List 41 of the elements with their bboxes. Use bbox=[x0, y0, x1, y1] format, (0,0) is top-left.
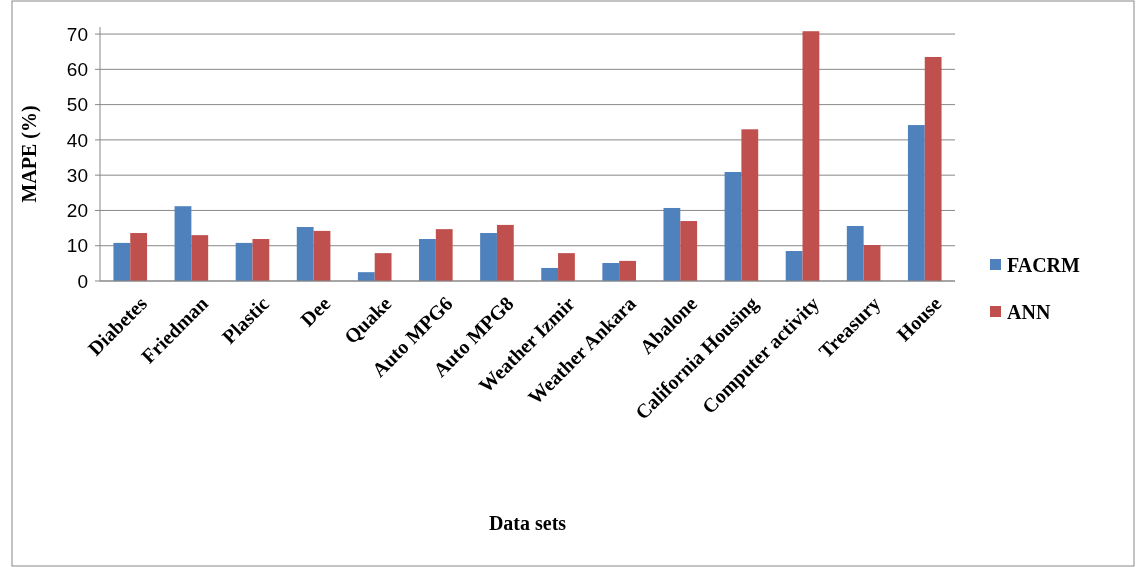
bar bbox=[435, 229, 453, 281]
bar bbox=[174, 206, 192, 281]
legend-label: ANN bbox=[1007, 301, 1051, 323]
bar bbox=[663, 207, 681, 281]
y-tick-label: 0 bbox=[77, 270, 88, 292]
y-tick-label: 20 bbox=[66, 200, 88, 222]
bar bbox=[863, 245, 881, 281]
bar bbox=[558, 253, 575, 281]
x-tick-label: Dee bbox=[296, 292, 335, 331]
bar bbox=[846, 225, 864, 281]
bar bbox=[496, 224, 514, 281]
y-tick-label: 60 bbox=[66, 58, 88, 80]
bar bbox=[357, 272, 375, 281]
y-tick-label: 30 bbox=[66, 164, 88, 186]
bar bbox=[741, 129, 759, 281]
legend-label: FACRM bbox=[1007, 254, 1081, 276]
y-axis-title: MAPE (%) bbox=[18, 105, 41, 203]
bar bbox=[419, 239, 436, 281]
bar bbox=[235, 242, 253, 281]
y-tick-label: 10 bbox=[66, 235, 88, 257]
bar bbox=[907, 125, 925, 281]
bar bbox=[619, 260, 636, 281]
bar bbox=[680, 221, 698, 281]
bar bbox=[296, 227, 314, 281]
bar bbox=[313, 230, 331, 281]
y-tick-label: 70 bbox=[66, 23, 88, 45]
y-tick-label: 50 bbox=[66, 94, 88, 116]
bar bbox=[724, 171, 742, 281]
bar bbox=[802, 31, 820, 281]
bar bbox=[602, 263, 620, 281]
bar bbox=[924, 56, 942, 281]
x-axis-title: Data sets bbox=[488, 512, 567, 534]
bar bbox=[130, 233, 148, 281]
bar bbox=[252, 239, 270, 281]
bar bbox=[374, 253, 392, 281]
bar bbox=[541, 267, 559, 281]
bar bbox=[113, 242, 131, 281]
bar bbox=[480, 233, 497, 281]
bar bbox=[785, 251, 803, 281]
y-tick-label: 40 bbox=[66, 129, 88, 151]
bar bbox=[191, 235, 209, 281]
